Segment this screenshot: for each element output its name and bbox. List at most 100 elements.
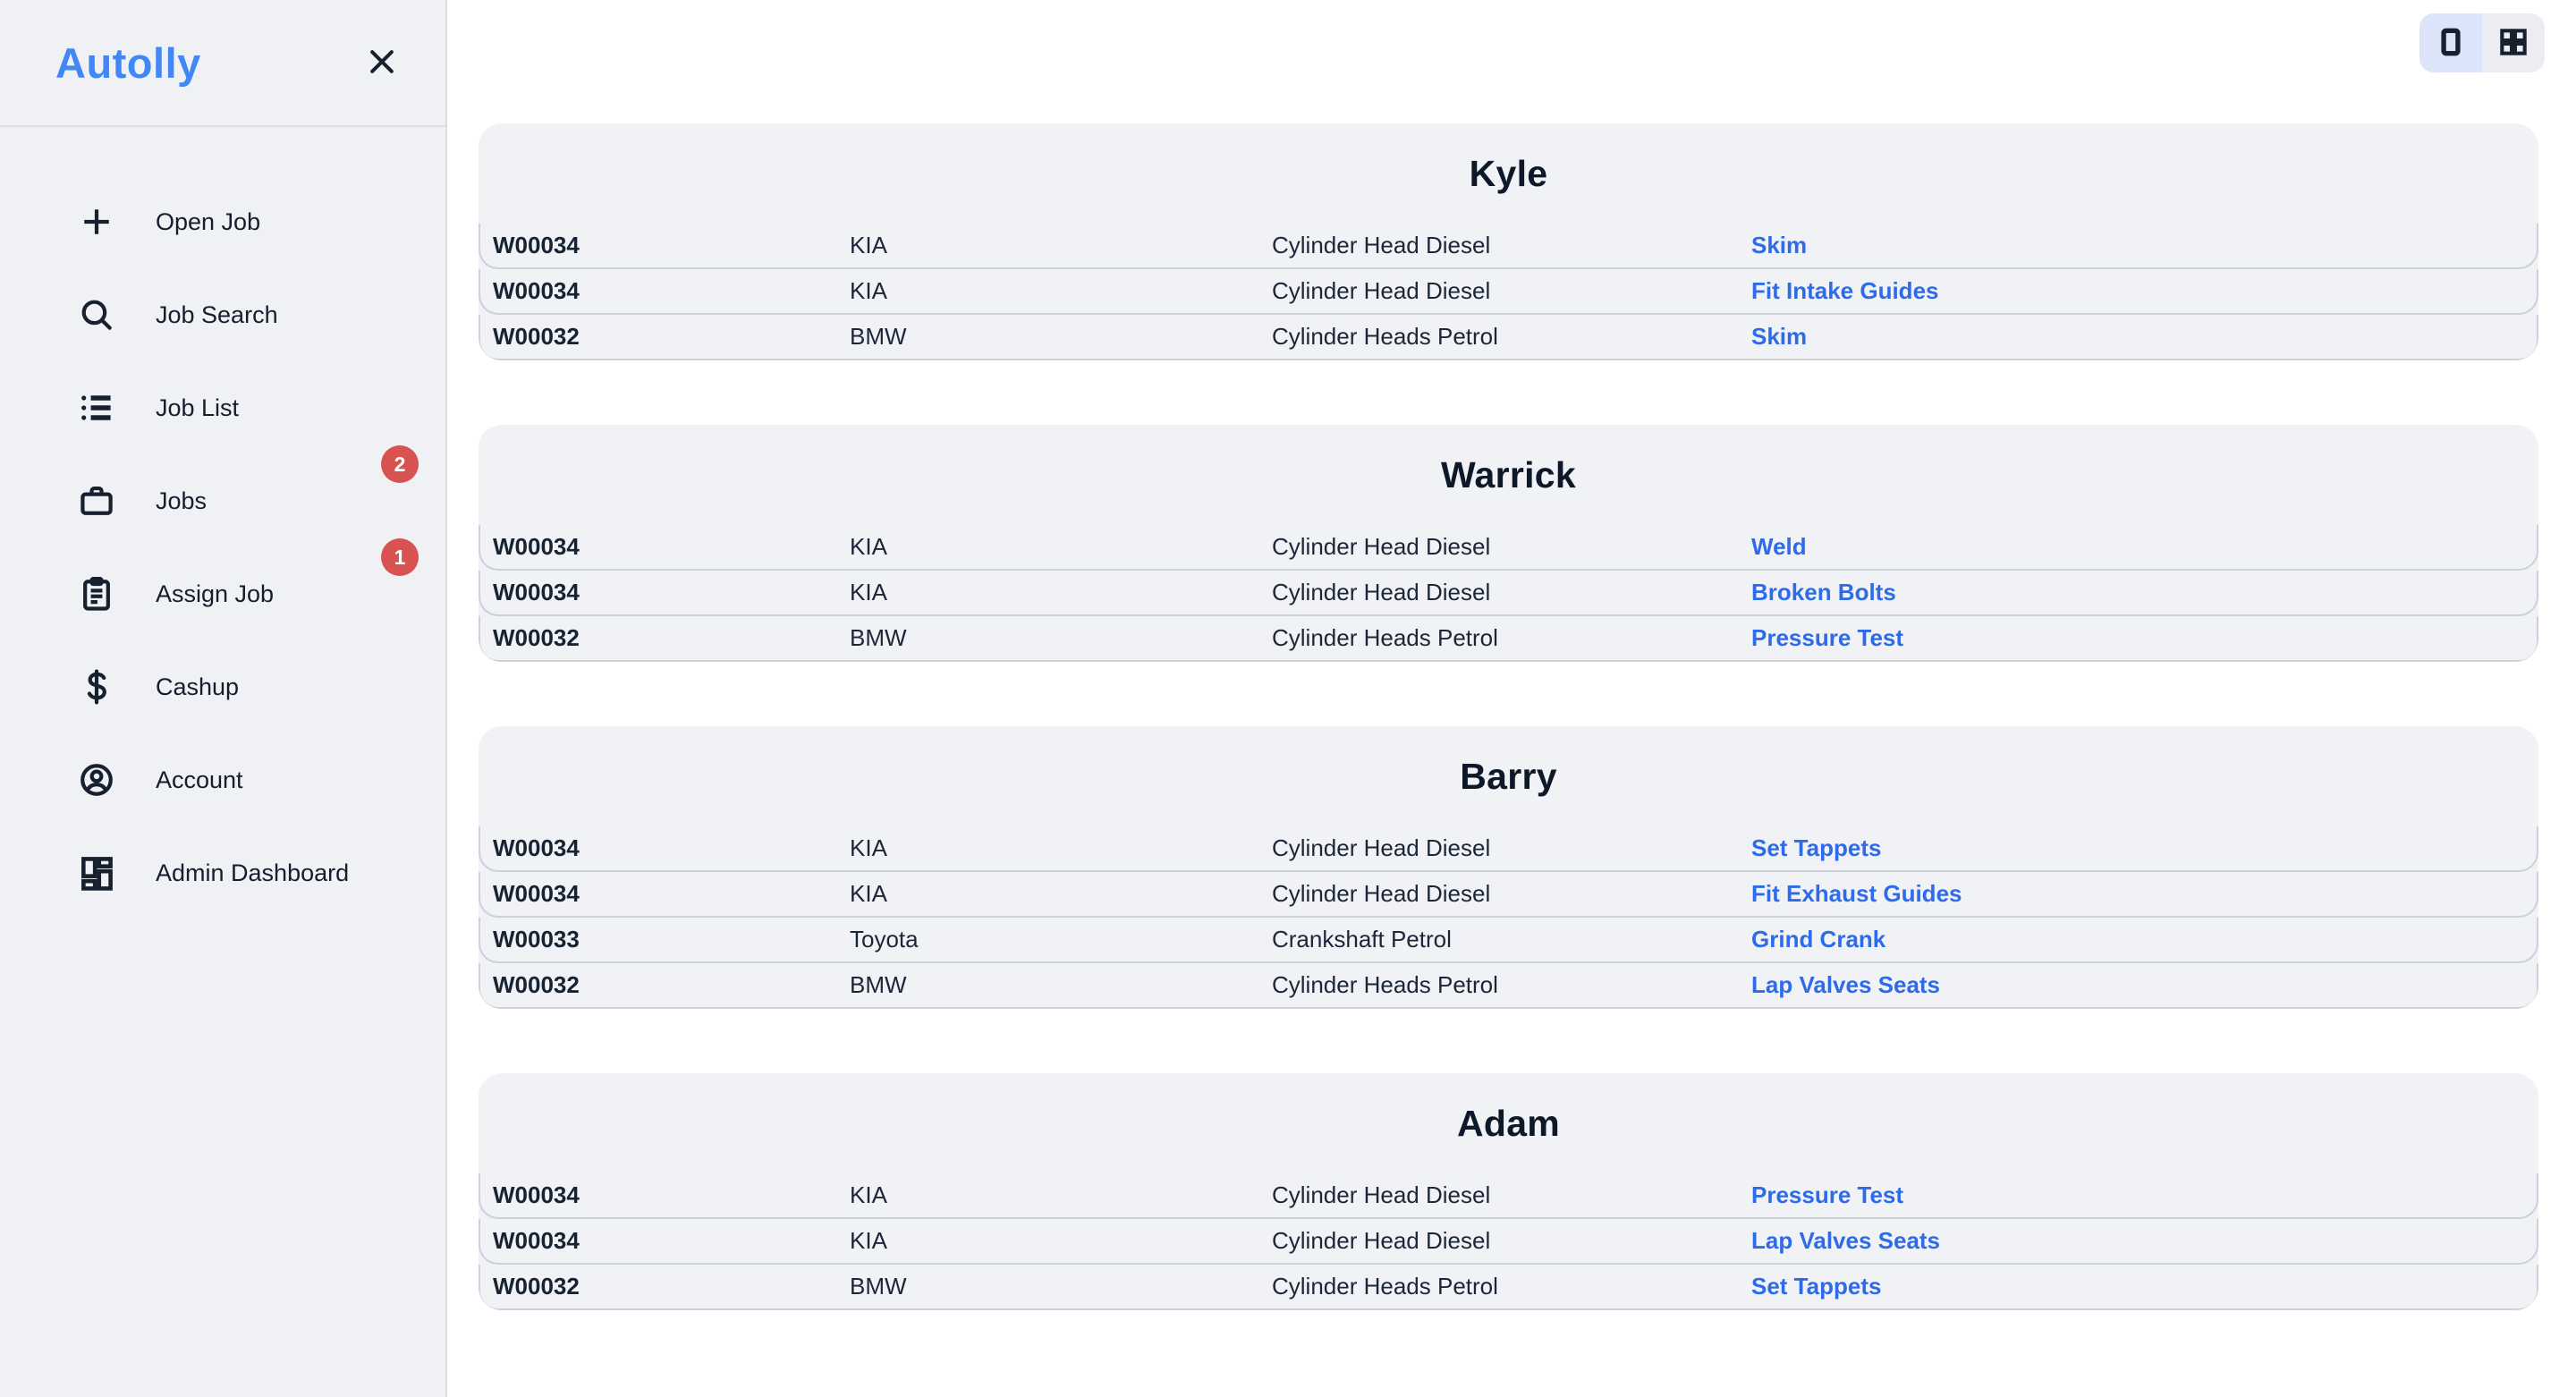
- task-link[interactable]: Fit Exhaust Guides: [1751, 880, 1962, 907]
- single-view-icon: [2434, 25, 2468, 62]
- job-number: W00032: [493, 323, 580, 350]
- vehicle-make: KIA: [850, 579, 887, 605]
- vehicle-make: BMW: [850, 971, 907, 998]
- task-link[interactable]: Set Tappets: [1751, 1273, 1882, 1300]
- notification-badge: 2: [381, 445, 419, 483]
- task-link[interactable]: Skim: [1751, 323, 1808, 350]
- app-logo: Autolly: [55, 38, 201, 87]
- sidebar-item-label: Cashup: [156, 673, 240, 700]
- job-row: W00032 BMW Cylinder Heads Petrol Lap Valves…: [479, 963, 2538, 1009]
- job-description: Cylinder Heads Petrol: [1272, 624, 1498, 651]
- close-icon: [364, 44, 400, 82]
- job-number: W00032: [493, 1273, 580, 1300]
- vehicle-make: KIA: [850, 1227, 887, 1254]
- sidebar-item-label: Jobs: [156, 487, 208, 514]
- plus-icon: [77, 202, 116, 241]
- main-content: Kyle W00034 KIA Cylinder Head Diesel Skim W00…: [449, 0, 2576, 1397]
- technician-card: Adam W00034 KIA Cylinder Head Diesel Pressur…: [479, 1073, 2538, 1310]
- grid-view-icon: [2496, 25, 2530, 62]
- job-number: W00034: [493, 579, 580, 605]
- task-link[interactable]: Pressure Test: [1751, 624, 1904, 651]
- job-row: W00033 Toyota Crankshaft Petrol Grind Crank: [479, 918, 2538, 963]
- task-link[interactable]: Grind Crank: [1751, 926, 1886, 952]
- task-link[interactable]: Fit Intake Guides: [1751, 277, 1939, 304]
- job-description: Crankshaft Petrol: [1272, 926, 1452, 952]
- sidebar-item-cashup[interactable]: Cashup: [0, 640, 445, 733]
- job-description: Cylinder Heads Petrol: [1272, 1273, 1498, 1300]
- job-number: W00034: [493, 533, 580, 560]
- sidebar-item-label: Account: [156, 766, 243, 793]
- vehicle-make: BMW: [850, 323, 907, 350]
- technician-card: Kyle W00034 KIA Cylinder Head Diesel Skim W00…: [479, 123, 2538, 360]
- job-description: Cylinder Head Diesel: [1272, 1227, 1491, 1254]
- vehicle-make: BMW: [850, 624, 907, 651]
- job-description: Cylinder Head Diesel: [1272, 834, 1491, 861]
- vehicle-make: KIA: [850, 880, 887, 907]
- sidebar-item-job-search[interactable]: Job Search: [0, 268, 445, 361]
- account-icon: [77, 760, 116, 800]
- job-row: W00032 BMW Cylinder Heads Petrol Set Tappet…: [479, 1265, 2538, 1310]
- sidebar-item-assign-job[interactable]: Assign Job 1: [0, 538, 445, 640]
- technician-name: Adam: [1456, 1102, 1561, 1144]
- vehicle-make: KIA: [850, 533, 887, 560]
- list-icon: [77, 388, 116, 428]
- sidebar-item-job-list[interactable]: Job List: [0, 361, 445, 454]
- job-number: W00032: [493, 624, 580, 651]
- task-link[interactable]: Lap Valves Seats: [1751, 971, 1941, 998]
- sidebar-item-admin-dashboard[interactable]: Admin Dashboard: [0, 826, 445, 919]
- sidebar-item-label: Open Job: [156, 207, 261, 235]
- job-number: W00033: [493, 926, 580, 952]
- job-row: W00034 KIA Cylinder Head Diesel Lap Valves …: [479, 1219, 2538, 1265]
- task-link[interactable]: Lap Valves Seats: [1751, 1227, 1941, 1254]
- job-row: W00032 BMW Cylinder Heads Petrol Skim: [479, 315, 2538, 360]
- job-description: Cylinder Head Diesel: [1272, 1181, 1491, 1208]
- job-description: Cylinder Head Diesel: [1272, 579, 1491, 605]
- job-number: W00034: [493, 277, 580, 304]
- technician-cards: Kyle W00034 KIA Cylinder Head Diesel Skim W00…: [479, 123, 2538, 1375]
- dashboard-icon: [77, 853, 116, 893]
- notification-badge: 1: [381, 538, 419, 576]
- grid-view-button[interactable]: [2482, 13, 2545, 72]
- vehicle-make: KIA: [850, 232, 887, 258]
- view-toggle: [2419, 13, 2545, 72]
- sidebar-item-account[interactable]: Account: [0, 733, 445, 826]
- sidebar-item-label: Admin Dashboard: [156, 859, 350, 886]
- technician-card: Warrick W00034 KIA Cylinder Head Diesel Weld…: [479, 425, 2538, 662]
- job-number: W00034: [493, 880, 580, 907]
- technician-name: Kyle: [1469, 152, 1548, 194]
- vehicle-make: KIA: [850, 1181, 887, 1208]
- job-number: W00034: [493, 834, 580, 861]
- vehicle-make: Toyota: [850, 926, 919, 952]
- job-row: W00034 KIA Cylinder Head Diesel Weld: [479, 525, 2538, 571]
- job-description: Cylinder Heads Petrol: [1272, 323, 1498, 350]
- dollar-icon: [77, 667, 116, 707]
- job-description: Cylinder Head Diesel: [1272, 277, 1491, 304]
- job-number: W00034: [493, 232, 580, 258]
- sidebar-close-button[interactable]: [361, 42, 402, 83]
- sidebar-header: Autolly: [0, 0, 445, 127]
- task-link[interactable]: Broken Bolts: [1751, 579, 1896, 605]
- search-icon: [77, 295, 116, 334]
- job-row: W00034 KIA Cylinder Head Diesel Broken Bolt…: [479, 571, 2538, 616]
- job-row: W00034 KIA Cylinder Head Diesel Set Tappets: [479, 826, 2538, 872]
- technician-name: Warrick: [1441, 453, 1576, 495]
- job-number: W00032: [493, 971, 580, 998]
- single-column-view-button[interactable]: [2419, 13, 2482, 72]
- job-number: W00034: [493, 1181, 580, 1208]
- task-link[interactable]: Pressure Test: [1751, 1181, 1904, 1208]
- sidebar-item-open-job[interactable]: Open Job: [0, 175, 445, 268]
- sidebar-item-label: Job List: [156, 394, 240, 421]
- technician-card: Barry W00034 KIA Cylinder Head Diesel Set Ta…: [479, 726, 2538, 1009]
- briefcase-icon: [77, 481, 116, 521]
- job-row: W00034 KIA Cylinder Head Diesel Pressure Te…: [479, 1173, 2538, 1219]
- task-link[interactable]: Set Tappets: [1751, 834, 1882, 861]
- vehicle-make: KIA: [850, 834, 887, 861]
- sidebar-item-label: Assign Job: [156, 580, 275, 607]
- task-link[interactable]: Skim: [1751, 232, 1808, 258]
- vehicle-make: KIA: [850, 277, 887, 304]
- job-row: W00034 KIA Cylinder Head Diesel Skim: [479, 224, 2538, 269]
- task-link[interactable]: Weld: [1751, 533, 1807, 560]
- sidebar-item-label: Job Search: [156, 301, 278, 328]
- sidebar-item-jobs[interactable]: Jobs 2: [0, 445, 445, 547]
- sidebar-nav: Open Job Job Search Job List Jobs 2 Assign Jo…: [0, 175, 445, 919]
